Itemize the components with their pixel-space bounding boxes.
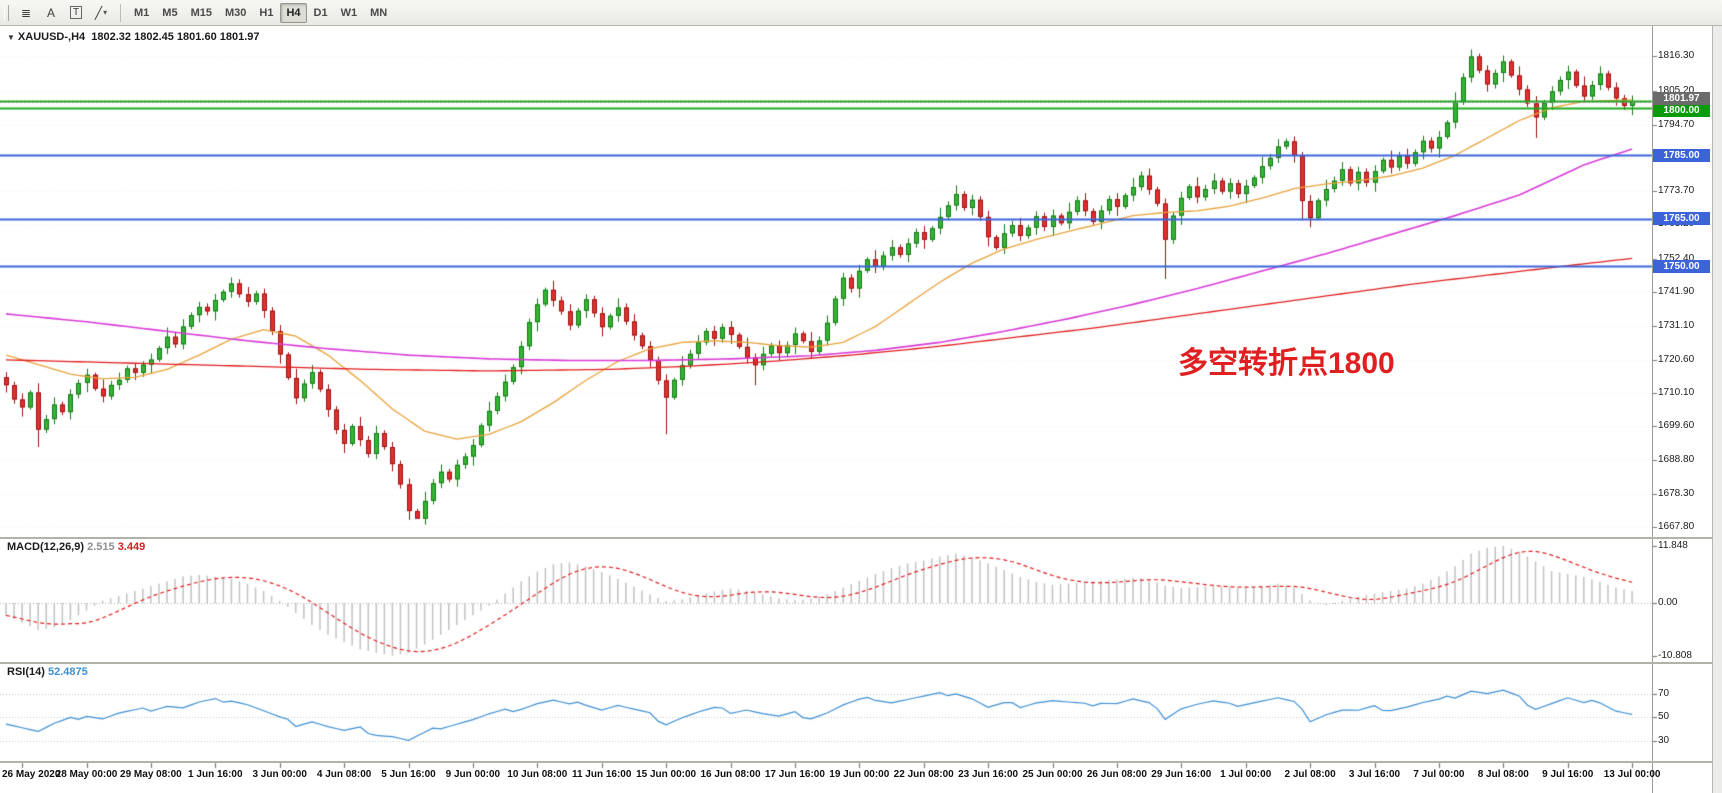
- time-axis-label: 17 Jun 16:00: [764, 769, 825, 780]
- time-axis-label: 2 Jul 08:00: [1284, 769, 1336, 780]
- price-tag-1800-00: 1800.00: [1653, 104, 1710, 118]
- time-axis-label: 15 Jun 00:00: [636, 769, 697, 780]
- macd-axis-label: 11.848: [1658, 539, 1688, 551]
- price-tag-1750-00: 1750.00: [1653, 259, 1710, 273]
- timeframe-button-m15[interactable]: M15: [190, 6, 212, 19]
- macd-name: MACD(12,26,9): [7, 541, 85, 553]
- toolbar-separator: [120, 3, 121, 22]
- timeframe-button-d1[interactable]: D1: [313, 6, 328, 19]
- price-axis-label: 1678.30: [1658, 487, 1695, 499]
- price-tag-1785-00: 1785.00: [1653, 148, 1710, 162]
- price-axis-label: 1816.30: [1658, 50, 1695, 62]
- time-axis-label: 1 Jul 00:00: [1220, 769, 1272, 780]
- price-tag-1801-97: 1801.97: [1653, 92, 1710, 106]
- text-tool-icon[interactable]: T: [64, 2, 88, 24]
- macd-main-value: 2.515: [87, 541, 115, 553]
- pane-separator-time-axis[interactable]: [0, 761, 1713, 763]
- price-axis-label: 1720.60: [1658, 353, 1695, 365]
- pane-separator-main-macd[interactable]: [0, 537, 1713, 539]
- rsi-axis-label: 30: [1658, 734, 1670, 746]
- drawing-tools-group: ≣ A T ╱ ▾: [14, 2, 113, 24]
- time-axis-label: 22 Jun 08:00: [893, 769, 954, 780]
- time-axis-label: 8 Jul 08:00: [1477, 769, 1529, 780]
- time-axis-label: 16 Jun 08:00: [700, 769, 761, 780]
- dropdown-caret-icon: ▾: [103, 8, 108, 17]
- time-axis-label: 29 May 08:00: [120, 769, 182, 780]
- price-axis-label: 1667.80: [1658, 520, 1695, 532]
- time-axis-label: 1 Jun 16:00: [188, 769, 243, 780]
- timeframe-button-w1[interactable]: W1: [340, 6, 358, 19]
- text-tool-icon-glyph: T: [69, 6, 83, 19]
- timeframe-button-m5[interactable]: M5: [162, 6, 178, 19]
- time-axis-label: 26 Jun 08:00: [1086, 769, 1147, 780]
- cursor-tool-icon[interactable]: ≣: [14, 2, 38, 24]
- time-axis-label: 29 Jun 16:00: [1151, 769, 1212, 780]
- macd-indicator-label: MACD(12,26,9) 2.515 3.449: [7, 541, 145, 553]
- time-axis-label: 26 May 2020: [2, 769, 61, 780]
- macd-axis-label: 0.00: [1658, 597, 1678, 609]
- rsi-value: 52.4875: [47, 666, 88, 678]
- price-axis-separator: [1652, 26, 1653, 793]
- price-axis-label: 1688.80: [1658, 454, 1695, 466]
- price-axis-label: 1710.10: [1658, 386, 1695, 398]
- time-axis-label: 10 Jun 08:00: [507, 769, 568, 780]
- time-axis-label: 3 Jul 16:00: [1348, 769, 1401, 780]
- price-axis-label: 1741.90: [1658, 286, 1695, 297]
- window-right-frame: [1712, 26, 1722, 793]
- time-axis-label: 4 Jun 08:00: [316, 769, 372, 780]
- timeframe-button-mn[interactable]: MN: [370, 6, 388, 19]
- chart-ohlc-values: 1802.32 1802.45 1801.60 1801.97: [91, 31, 260, 43]
- annotation-a-icon[interactable]: A: [39, 2, 63, 24]
- time-axis-label: 19 Jun 00:00: [829, 769, 890, 780]
- timeframe-button-m30[interactable]: M30: [224, 6, 247, 19]
- trendline-tool-icon[interactable]: ╱ ▾: [89, 2, 113, 24]
- rsi-axis-label: 50: [1658, 711, 1670, 723]
- time-axis-label: 28 May 00:00: [55, 769, 118, 780]
- macd-signal-value: 3.449: [117, 541, 146, 553]
- symbol-dropdown-icon[interactable]: ▼: [7, 33, 15, 42]
- price-axis-label: 1699.60: [1658, 420, 1695, 432]
- price-axis-label: 1731.10: [1658, 320, 1695, 332]
- timeframe-button-h4[interactable]: H4: [280, 2, 307, 23]
- time-axis-label: 7 Jul 00:00: [1413, 769, 1465, 780]
- timeframe-button-m1[interactable]: M1: [134, 6, 150, 19]
- time-axis-label: 13 Jul 00:00: [1603, 769, 1661, 780]
- price-axis-label: 1752.40: [1658, 252, 1695, 264]
- trendline-tool-icon-glyph: ╱: [94, 5, 103, 20]
- toolbar-grip[interactable]: [4, 4, 9, 21]
- rsi-indicator-label: RSI(14) 52.4875: [7, 666, 88, 678]
- time-axis-label: 11 Jun 16:00: [571, 769, 632, 780]
- chart-annotation-text: 多空转折点1800: [1178, 347, 1395, 380]
- time-axis-label: 3 Jun 00:00: [252, 769, 307, 780]
- time-axis-label: 9 Jul 16:00: [1542, 769, 1594, 780]
- pane-separator-macd-rsi[interactable]: [0, 662, 1713, 664]
- price-axis-label: 1794.70: [1658, 118, 1695, 130]
- timeframe-button-h1[interactable]: H1: [259, 6, 274, 19]
- macd-axis-label: -10.808: [1658, 649, 1692, 661]
- chart-symbol-period: XAUUSD-,H4: [17, 31, 86, 43]
- cursor-tool-icon-glyph: ≣: [20, 5, 32, 20]
- price-axis-label: 1773.70: [1658, 185, 1695, 197]
- chart-title: ▼ XAUUSD-,H4 1802.32 1802.45 1801.60 1801…: [7, 31, 260, 43]
- rsi-axis-label: 70: [1658, 687, 1670, 699]
- time-axis-label: 9 Jun 00:00: [445, 769, 501, 780]
- time-axis-label: 5 Jun 16:00: [381, 769, 436, 780]
- time-axis-label: 25 Jun 00:00: [1022, 769, 1083, 780]
- time-axis-label: 23 Jun 16:00: [958, 769, 1019, 780]
- price-axis-label: 1805.20: [1658, 85, 1695, 97]
- price-tag-1765-00: 1765.00: [1653, 212, 1710, 226]
- annotation-a-icon-glyph: A: [46, 5, 55, 20]
- timeframe-group: M1 M5 M15 M30 H1 H4 D1 W1 MN: [128, 2, 393, 23]
- toolbar: ≣ A T ╱ ▾ M1 M5 M15 M30 H1 H4 D1 W1 MN: [0, 0, 1722, 26]
- rsi-name: RSI(14): [7, 666, 45, 678]
